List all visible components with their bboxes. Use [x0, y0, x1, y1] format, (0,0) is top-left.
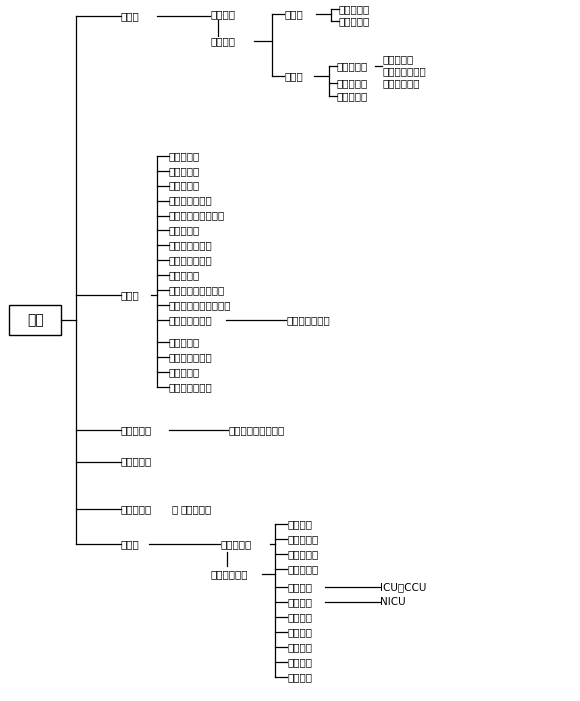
Text: 産　婦　人　科: 産 婦 人 科 — [169, 255, 212, 266]
Text: 診療科: 診療科 — [121, 290, 140, 300]
Text: 脳　神　経　外　科: 脳 神 経 外 科 — [169, 210, 225, 221]
Text: ６　　東: ６ 東 — [287, 657, 312, 667]
Text: 耳　鼻　咽　喉　科: 耳 鼻 咽 喉 科 — [169, 285, 225, 295]
Text: ３　　東: ３ 東 — [287, 582, 312, 592]
Text: 総看護師長: 総看護師長 — [220, 539, 252, 549]
Text: 副総看護師長: 副総看護師長 — [211, 569, 248, 579]
Text: 放　射　線　室: 放 射 線 室 — [286, 315, 330, 325]
Text: 放　射　線　科: 放 射 線 科 — [169, 315, 212, 325]
FancyBboxPatch shape — [9, 305, 61, 335]
Text: 人工透析室: 人工透析室 — [287, 564, 318, 574]
Text: 手　術　室: 手 術 室 — [287, 534, 318, 544]
Text: 用　度　係: 用 度 係 — [337, 91, 368, 101]
Text: 皮　膚　科: 皮 膚 科 — [169, 226, 200, 236]
Text: 麻　酔　科: 麻 酔 科 — [169, 337, 200, 347]
Text: 内　　　科: 内 科 — [169, 151, 200, 161]
Text: リハビリテーション科: リハビリテーション科 — [169, 300, 231, 310]
Text: 薬　剤　科: 薬 剤 科 — [121, 456, 152, 467]
Text: 小　児　科: 小 児 科 — [169, 165, 200, 176]
Text: ICU・CCU: ICU・CCU — [379, 582, 426, 592]
Text: 看護科: 看護科 — [121, 539, 140, 549]
Text: ５　　東: ５ 東 — [287, 627, 312, 637]
Text: 眼　　　科: 眼 科 — [169, 271, 200, 280]
Text: 精　神　科: 精 神 科 — [169, 367, 200, 377]
Text: ５　　西: ５ 西 — [287, 642, 312, 652]
Text: 整　形　外　科: 整 形 外 科 — [169, 196, 212, 205]
Text: 臨床検査科: 臨床検査科 — [121, 425, 152, 435]
Text: 医療相談室: 医療相談室 — [383, 54, 414, 64]
Text: 事務部: 事務部 — [121, 11, 140, 21]
Text: 神　経　内　科: 神 経 内 科 — [169, 352, 212, 362]
Text: NICU: NICU — [379, 597, 405, 607]
Text: 外　　来: 外 来 — [287, 519, 312, 529]
Text: 栄養相談室: 栄養相談室 — [180, 504, 212, 515]
Text: ４　　西: ４ 西 — [287, 612, 312, 622]
Text: 外　　　科: 外 科 — [169, 181, 200, 191]
Text: 事務局長: 事務局長 — [211, 9, 235, 20]
Text: 栄養管理係: 栄養管理係 — [121, 504, 152, 515]
Text: 医　事　係: 医 事 係 — [337, 61, 368, 71]
Text: 中央材料室: 中央材料室 — [287, 549, 318, 559]
Text: ６　　西: ６ 西 — [287, 672, 312, 681]
Text: 整　備　係: 整 備 係 — [339, 16, 370, 27]
Text: 庶　務　係: 庶 務 係 — [339, 4, 370, 14]
Text: 診療録管理室: 診療録管理室 — [383, 78, 420, 88]
Text: 地域医療連携室: 地域医療連携室 — [383, 66, 426, 76]
Text: 会　計　係: 会 計 係 — [337, 78, 368, 88]
Text: ４　　東: ４ 東 — [287, 597, 312, 607]
Text: 泌　尿　器　科: 泌 尿 器 科 — [169, 240, 212, 250]
Text: 総務課: 総務課 — [284, 9, 303, 20]
Text: 心　療　内　科: 心 療 内 科 — [169, 382, 212, 392]
Text: 医事課: 医事課 — [284, 71, 303, 81]
Text: －: － — [172, 504, 178, 515]
Text: 事務次長: 事務次長 — [211, 36, 235, 46]
Text: 臨　床　検　査　室: 臨 床 検 査 室 — [229, 425, 285, 435]
Text: 院長: 院長 — [27, 313, 44, 327]
